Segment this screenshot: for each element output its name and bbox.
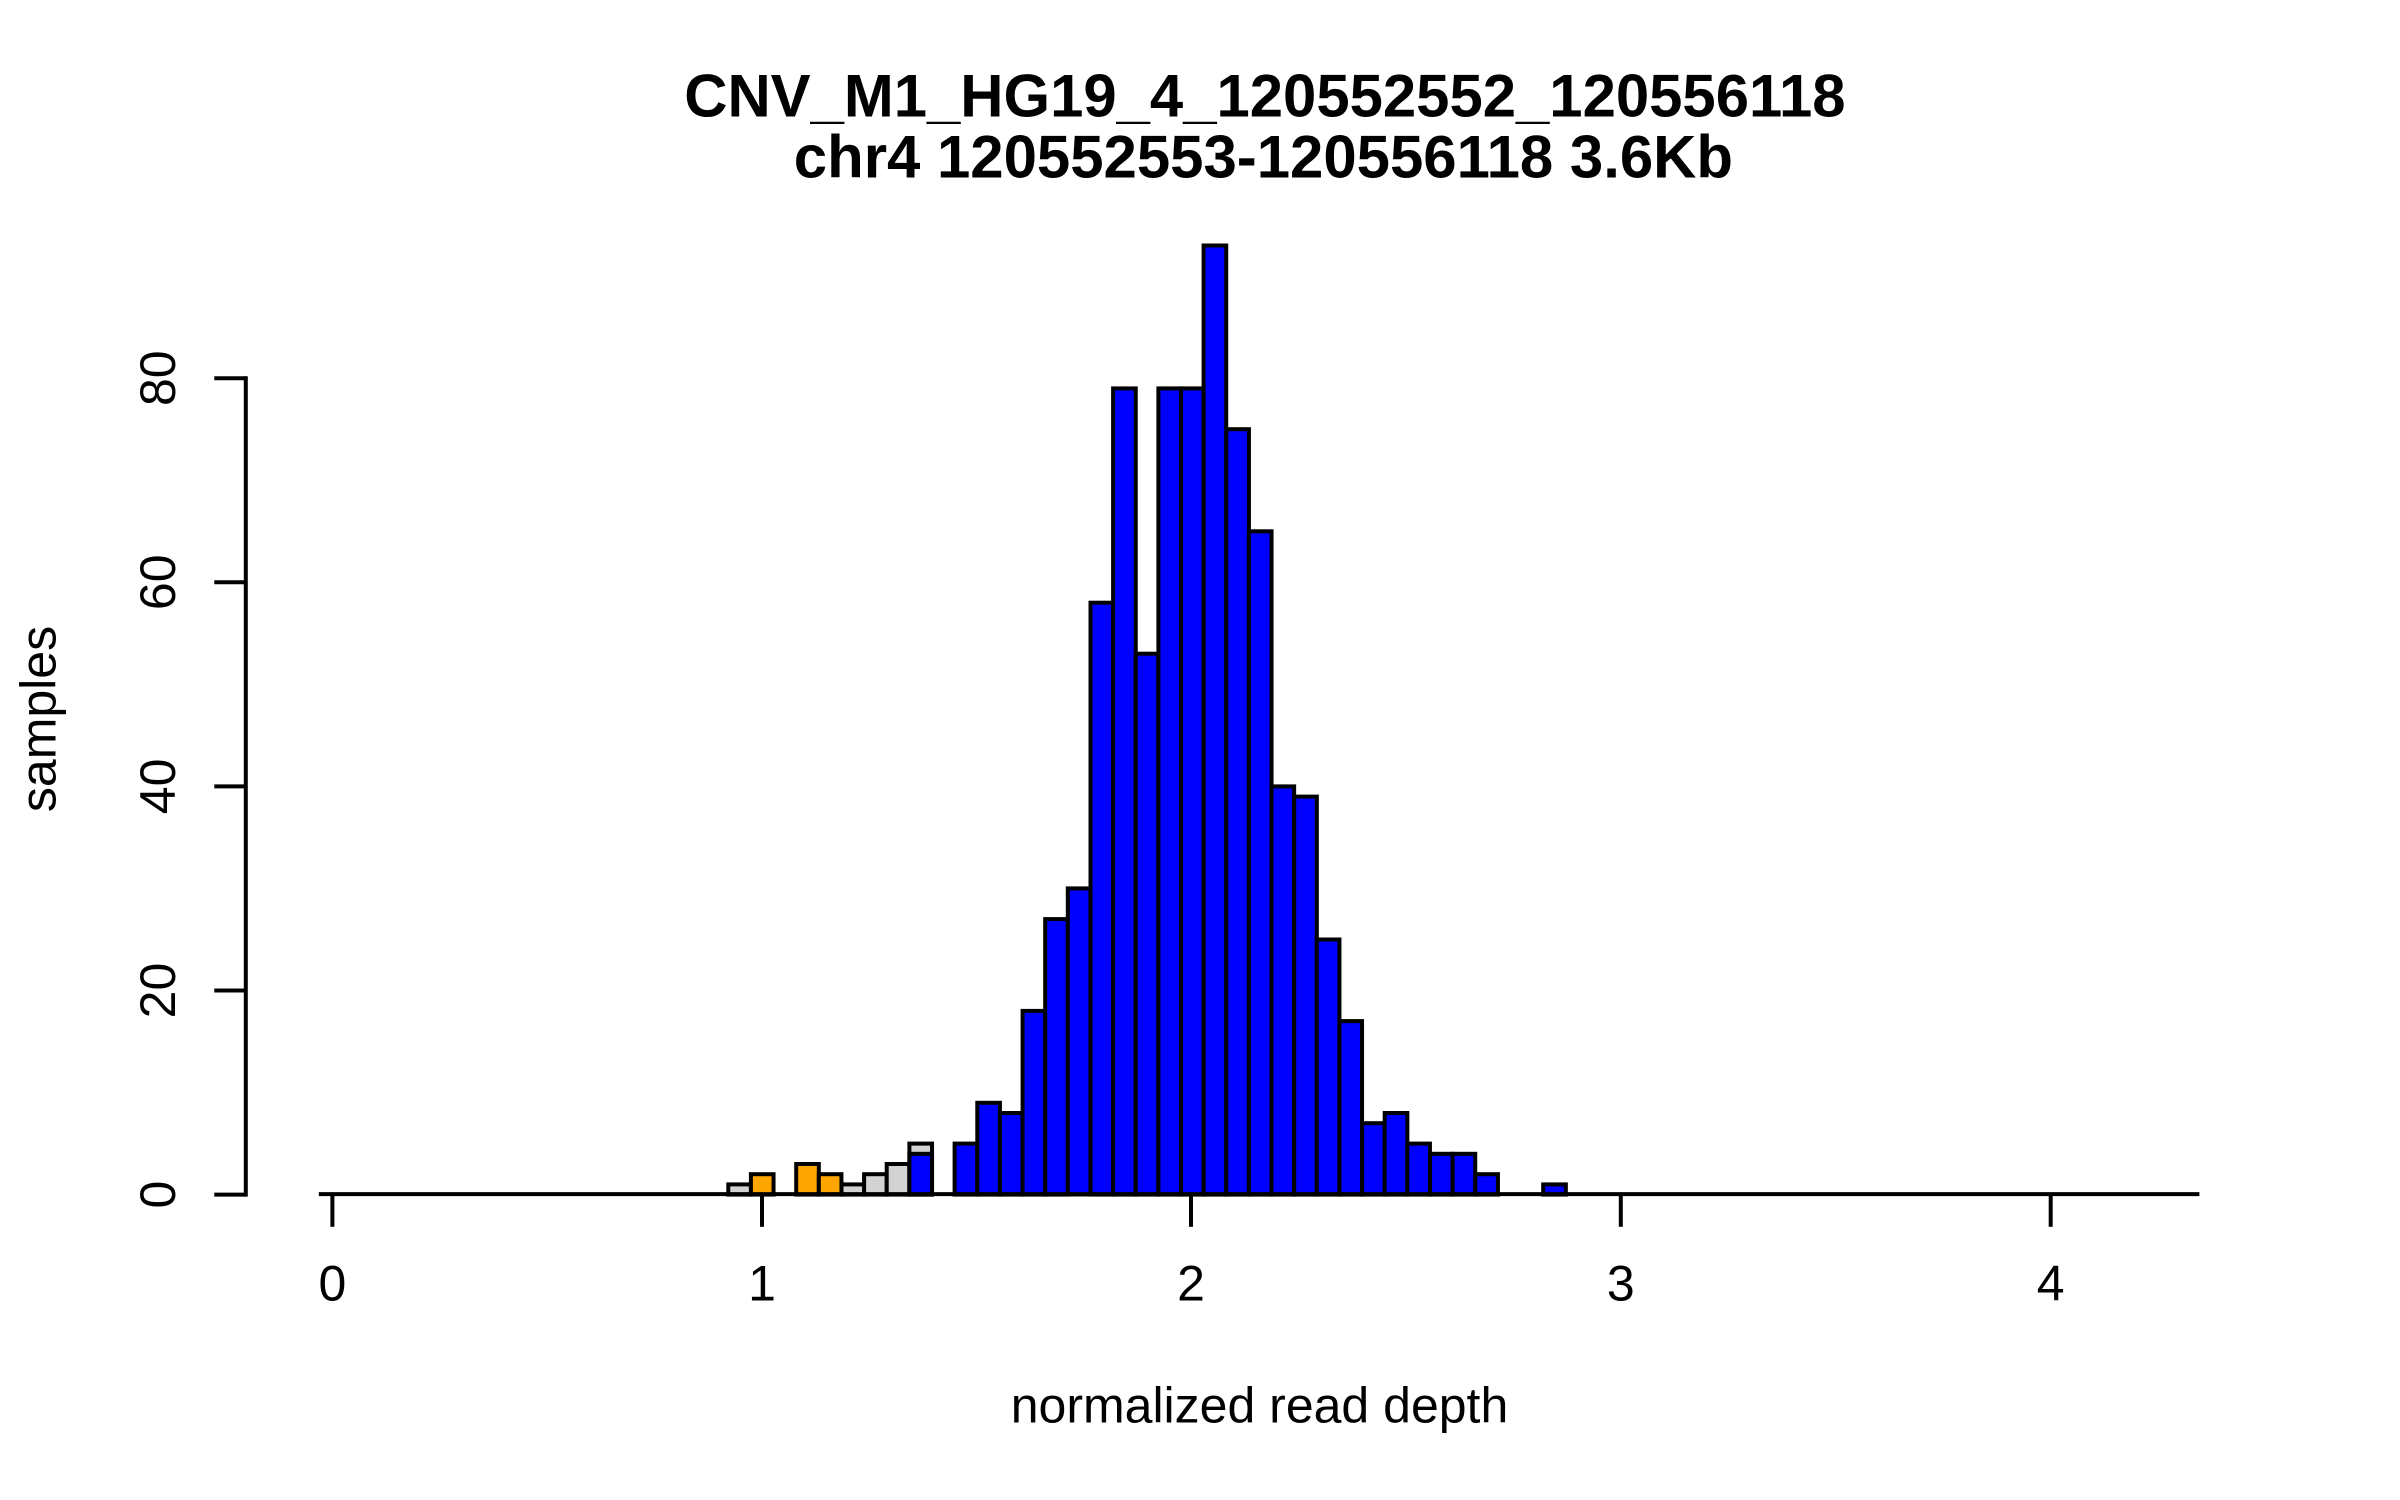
svg-text:normalized read depth: normalized read depth xyxy=(1011,1378,1509,1434)
svg-text:chr4 120552553-120556118 3.6Kb: chr4 120552553-120556118 3.6Kb xyxy=(794,124,1733,191)
svg-text:0: 0 xyxy=(318,1256,346,1312)
svg-text:4: 4 xyxy=(2037,1256,2065,1312)
svg-text:80: 80 xyxy=(130,350,186,406)
svg-text:samples: samples xyxy=(10,626,66,812)
svg-text:3: 3 xyxy=(1607,1256,1635,1312)
svg-text:40: 40 xyxy=(130,759,186,815)
svg-text:20: 20 xyxy=(130,963,186,1019)
svg-text:2: 2 xyxy=(1177,1256,1205,1312)
svg-text:60: 60 xyxy=(130,554,186,610)
svg-text:CNV_M1_HG19_4_120552552_120556: CNV_M1_HG19_4_120552552_120556118 xyxy=(684,63,1845,130)
svg-text:1: 1 xyxy=(748,1256,776,1312)
svg-text:0: 0 xyxy=(130,1181,186,1209)
